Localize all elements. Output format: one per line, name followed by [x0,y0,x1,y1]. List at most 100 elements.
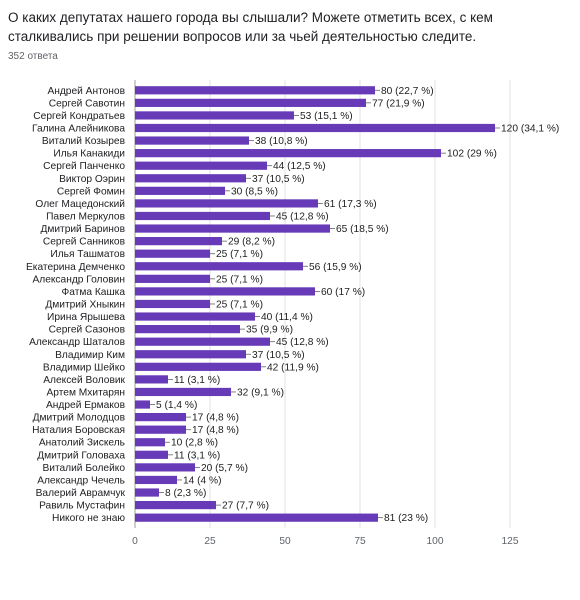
bar [135,149,441,157]
bar [135,488,159,496]
value-label: 45 (12,8 %) [276,337,329,348]
value-label: 45 (12,8 %) [276,211,329,222]
bar [135,174,246,182]
value-label: 5 (1,4 %) [156,400,197,411]
value-label: 11 (3,1 %) [174,375,220,386]
category-label: Сергей Кондратьев [33,111,125,122]
value-label: 25 (7,1 %) [216,249,263,260]
question-title: О каких депутатах нашего города вы слыша… [8,8,568,46]
x-tick-label: 25 [204,536,216,547]
bar [135,212,270,220]
bar [135,250,210,258]
category-label: Дмитрий Хныкин [45,299,125,310]
bar [135,86,375,94]
value-label: 40 (11,4 %) [261,312,313,323]
value-label: 102 (29 %) [447,149,497,160]
value-label: 53 (15,1 %) [300,111,353,122]
value-label: 35 (9,9 %) [246,325,293,336]
bar [135,325,240,333]
category-label: Сергей Фомин [57,186,125,197]
bar [135,262,303,270]
bar [135,476,177,484]
category-label: Фатма Кашка [62,287,126,298]
category-label: Владимир Ким [55,350,125,361]
bar [135,111,294,119]
category-label: Сергей Савотин [49,98,125,109]
category-label: Наталия Боровская [32,425,125,436]
value-label: 56 (15,9 %) [309,262,362,273]
value-label: 81 (23 %) [384,513,428,524]
bar [135,199,318,207]
bar [135,187,225,195]
value-label: 32 (9,1 %) [237,387,284,398]
x-tick-label: 50 [279,536,291,547]
x-tick-label: 0 [132,536,138,547]
bar [135,124,495,132]
category-label: Александр Шаталов [29,337,125,348]
category-label: Анатолий Зискель [39,438,125,449]
category-label: Александр Чечель [37,475,125,486]
value-label: 25 (7,1 %) [216,274,263,285]
bar [135,136,249,144]
value-label: 38 (10,8 %) [255,136,308,147]
category-label: Виктор Оэрин [59,174,125,185]
category-label: Виталий Болейко [42,463,125,474]
value-label: 29 (8,2 %) [228,237,275,248]
bar [135,451,168,459]
bar [135,300,210,308]
value-label: 37 (10,5 %) [252,174,305,185]
category-label: Галина Алейникова [32,123,125,134]
value-label: 20 (5,7 %) [201,463,248,474]
category-label: Илья Ташматов [50,249,125,260]
bar [135,438,165,446]
bar [135,237,222,245]
category-label: Олег Мацедонский [35,199,125,210]
category-label: Валерий Аврамчук [36,488,126,499]
category-label: Сергей Панченко [43,161,125,172]
category-label: Илья Канакиди [53,149,125,160]
category-label: Дмитрий Головаха [37,450,125,461]
value-label: 17 (4,8 %) [192,413,239,424]
bar [135,224,330,232]
x-tick-label: 100 [427,536,444,547]
bar [135,162,267,170]
bar [135,501,216,509]
category-label: Екатерина Демченко [26,262,125,273]
value-label: 61 (17,3 %) [324,199,377,210]
category-label: Сергей Санников [43,237,125,248]
category-label: Дмитрий Баринов [40,224,125,235]
bar [135,338,270,346]
category-label: Никого не знаю [52,513,125,524]
bar [135,363,261,371]
value-label: 10 (2,8 %) [171,438,218,449]
value-label: 11 (3,1 %) [174,450,220,461]
value-label: 30 (8,5 %) [231,186,278,197]
bar [135,463,195,471]
value-label: 14 (4 %) [183,475,222,486]
value-label: 42 (11,9 %) [267,362,319,373]
value-label: 44 (12,5 %) [273,161,326,172]
value-label: 60 (17 %) [321,287,365,298]
value-label: 77 (21,9 %) [372,98,425,109]
bar-chart: Андрей Антонов 80 (22,7 %) Сергей Савотин 7… [0,72,580,572]
category-label: Павел Меркулов [46,211,125,222]
response-count: 352 ответа [8,51,58,62]
value-label: 17 (4,8 %) [192,425,239,436]
bar [135,312,255,320]
bar [135,388,231,396]
bar [135,413,186,421]
bar [135,514,378,522]
category-label: Сергей Сазонов [49,325,125,336]
value-label: 25 (7,1 %) [216,299,263,310]
bar [135,426,186,434]
value-label: 120 (34,1 %) [501,123,559,134]
value-label: 65 (18,5 %) [336,224,389,235]
category-label: Андрей Антонов [47,86,125,97]
value-label: 8 (2,3 %) [165,488,206,499]
bar [135,350,246,358]
category-label: Алексей Воловик [43,375,125,386]
bar [135,275,210,283]
value-label: 27 (7,7 %) [222,501,269,512]
category-label: Артем Мхитарян [47,387,125,398]
bar [135,375,168,383]
